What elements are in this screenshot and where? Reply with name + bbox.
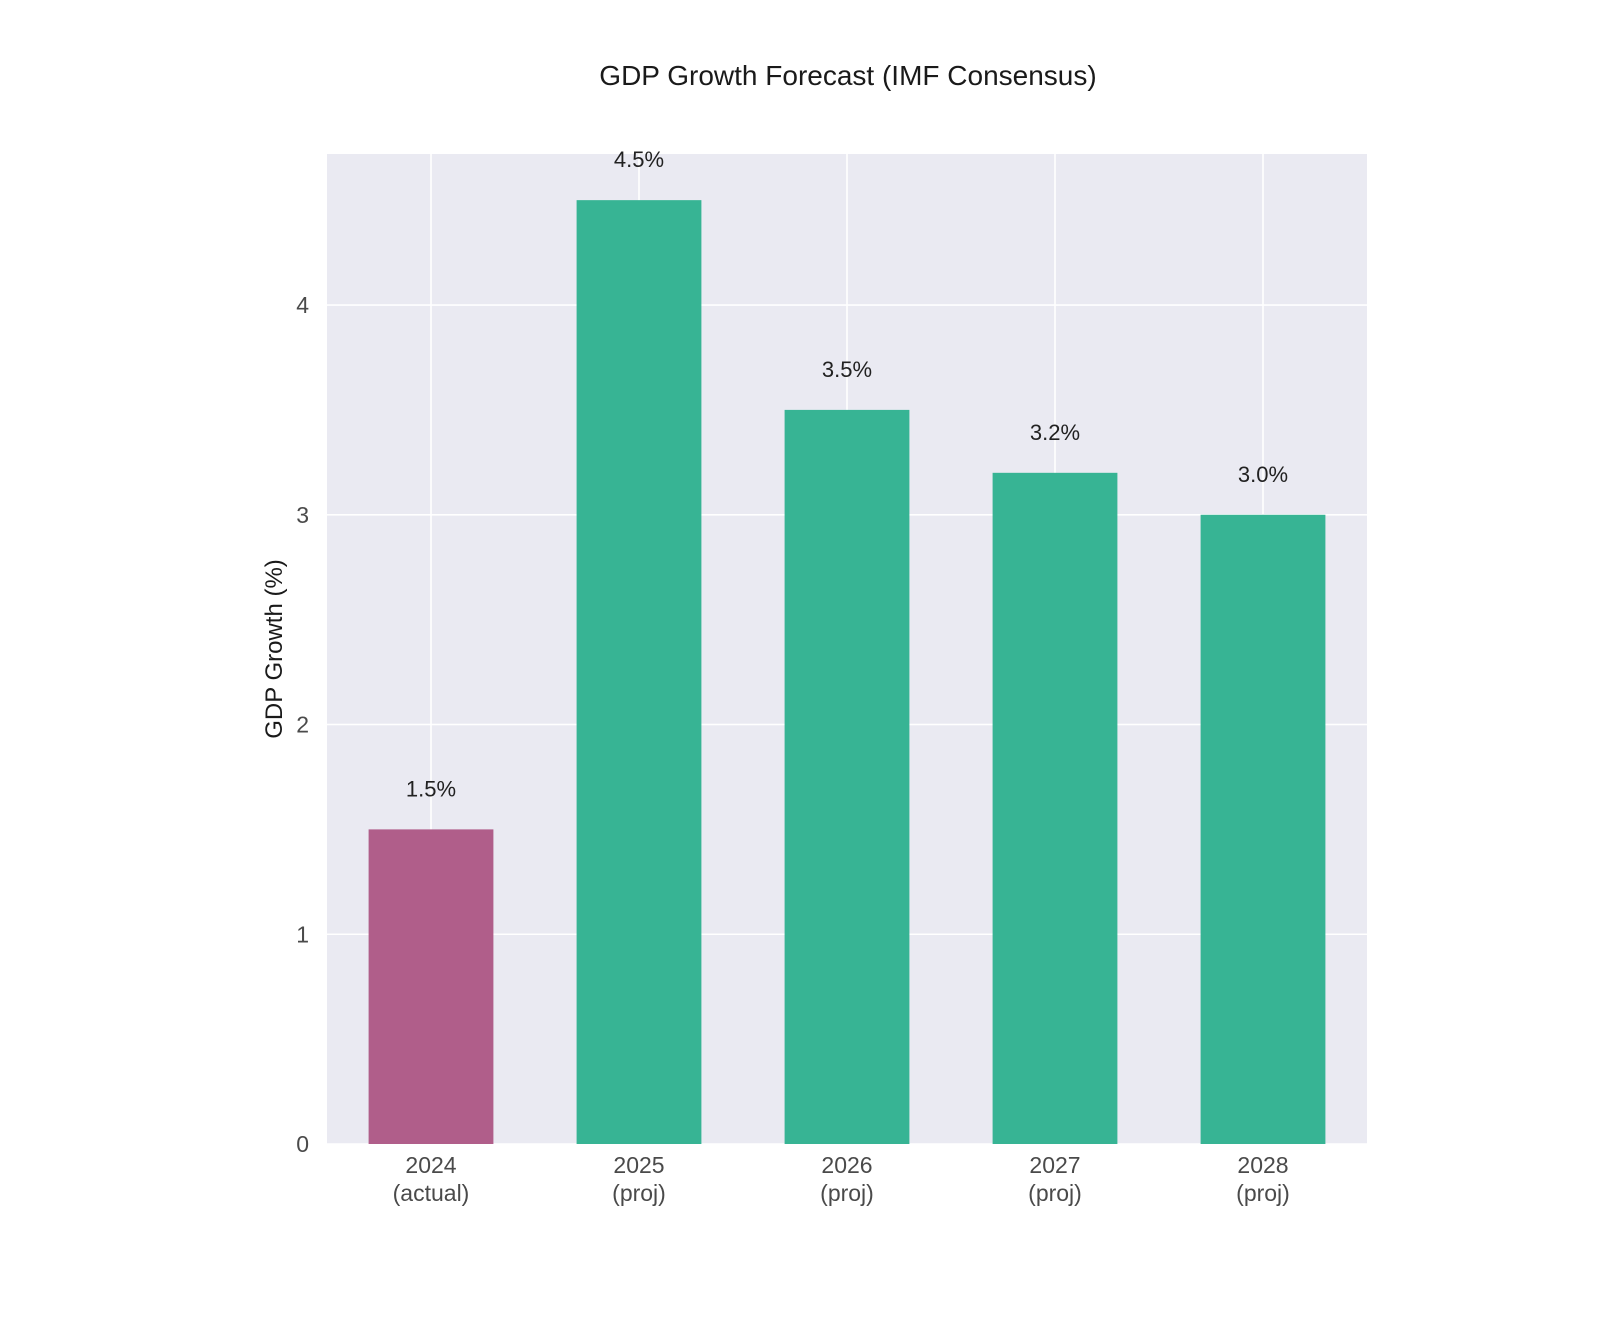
y-tick-label: 1 — [296, 921, 309, 947]
x-tick-label: 2024 (actual) — [393, 1152, 470, 1206]
x-tick-label: 2026 (proj) — [820, 1152, 874, 1206]
x-tick-label-line: 2026 — [821, 1152, 872, 1178]
x-tick-label: 2025 (proj) — [612, 1152, 666, 1206]
bar — [368, 829, 494, 1144]
y-axis-ticks: 0 1 2 3 4 — [296, 292, 309, 1157]
x-tick-label-line: 2024 — [405, 1152, 456, 1178]
bar-value-label: 3.2% — [1030, 420, 1080, 445]
x-tick-label-line: (proj) — [1028, 1180, 1082, 1206]
bar-value-label: 1.5% — [406, 776, 456, 801]
y-tick-label: 3 — [296, 502, 309, 528]
bar — [1200, 514, 1326, 1144]
chart-title: GDP Growth Forecast (IMF Consensus) — [599, 60, 1096, 91]
x-tick-label: 2028 (proj) — [1236, 1152, 1290, 1206]
x-tick-label-line: (proj) — [612, 1180, 666, 1206]
bar — [784, 409, 910, 1144]
x-tick-label-line: 2027 — [1029, 1152, 1080, 1178]
x-axis-ticks: 2024 (actual)2025 (proj)2026 (proj)2027 (pro… — [393, 1152, 1290, 1206]
x-tick-label-line: (actual) — [393, 1180, 470, 1206]
bar-value-label: 3.5% — [822, 357, 872, 382]
bar — [576, 200, 702, 1145]
y-tick-label: 0 — [296, 1131, 309, 1157]
x-tick-label-line: 2028 — [1237, 1152, 1288, 1178]
data-labels: 1.5% 4.5% 3.5% 3.2% 3.0% — [406, 147, 1288, 801]
y-tick-label: 2 — [296, 712, 309, 738]
y-tick-label: 4 — [296, 292, 309, 318]
y-axis-label: GDP Growth (%) — [261, 559, 288, 739]
x-tick-label-line: (proj) — [820, 1180, 874, 1206]
bar-value-label: 4.5% — [614, 147, 664, 172]
x-tick-label: 2027 (proj) — [1028, 1152, 1082, 1206]
bar — [992, 472, 1118, 1144]
bars — [368, 200, 1326, 1145]
x-tick-label-line: (proj) — [1236, 1180, 1290, 1206]
bar-value-label: 3.0% — [1238, 462, 1288, 487]
x-tick-label-line: 2025 — [613, 1152, 664, 1178]
